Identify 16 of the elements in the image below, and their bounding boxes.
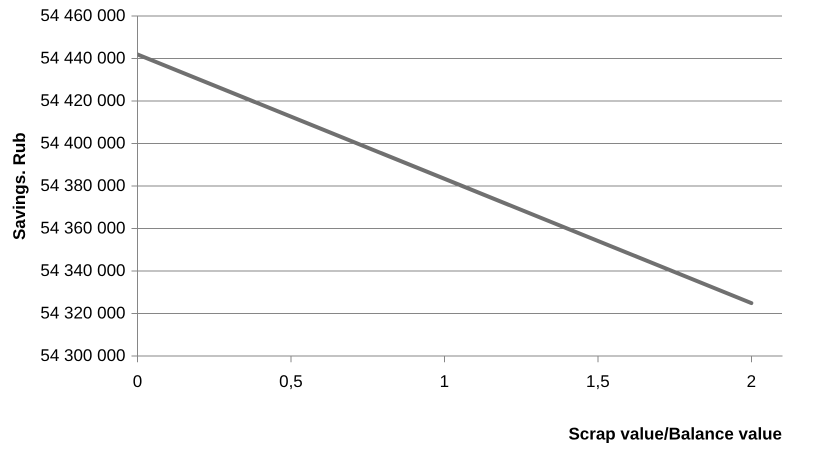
x-tick-label: 1,5 — [586, 372, 610, 392]
x-axis-title: Scrap value/Balance value — [568, 424, 782, 444]
y-tick-label: 54 320 000 — [40, 303, 126, 322]
y-tick-label: 54 380 000 — [40, 176, 126, 195]
y-tick-label: 54 440 000 — [40, 48, 126, 68]
x-tick-label: 0 — [132, 372, 142, 392]
y-tick-label: 54 460 000 — [40, 6, 126, 25]
y-axis-title: Savings. Rub — [10, 132, 29, 240]
x-tick-label: 0,5 — [279, 372, 303, 392]
y-tick-label: 54 360 000 — [40, 218, 126, 238]
x-tick-label: 1 — [440, 372, 450, 392]
y-tick-label: 54 420 000 — [40, 90, 126, 110]
y-tick-label: 54 400 000 — [40, 133, 126, 152]
y-tick-label: 54 340 000 — [40, 260, 126, 280]
x-tick-label: 2 — [746, 372, 756, 392]
y-tick-label: 54 300 000 — [40, 346, 126, 365]
